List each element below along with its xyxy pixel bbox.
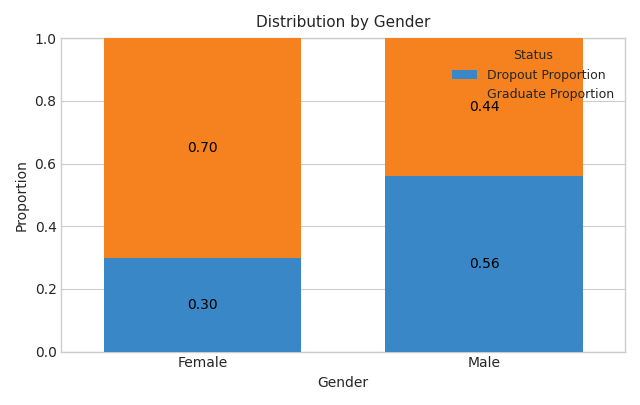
Bar [104, 38, 301, 258]
Bar [385, 38, 583, 176]
Bar [104, 258, 301, 352]
Text: 0.30: 0.30 [187, 298, 218, 311]
X-axis label: Gender: Gender [317, 376, 369, 390]
Text: 0.70: 0.70 [187, 141, 218, 155]
Text: 0.56: 0.56 [468, 257, 499, 271]
Title: Distribution by Gender: Distribution by Gender [256, 15, 430, 30]
Text: 0.44: 0.44 [468, 100, 499, 114]
Legend: Dropout Proportion, Graduate Proportion: Dropout Proportion, Graduate Proportion [447, 45, 619, 106]
Y-axis label: Proportion: Proportion [15, 159, 29, 231]
Bar [385, 176, 583, 352]
